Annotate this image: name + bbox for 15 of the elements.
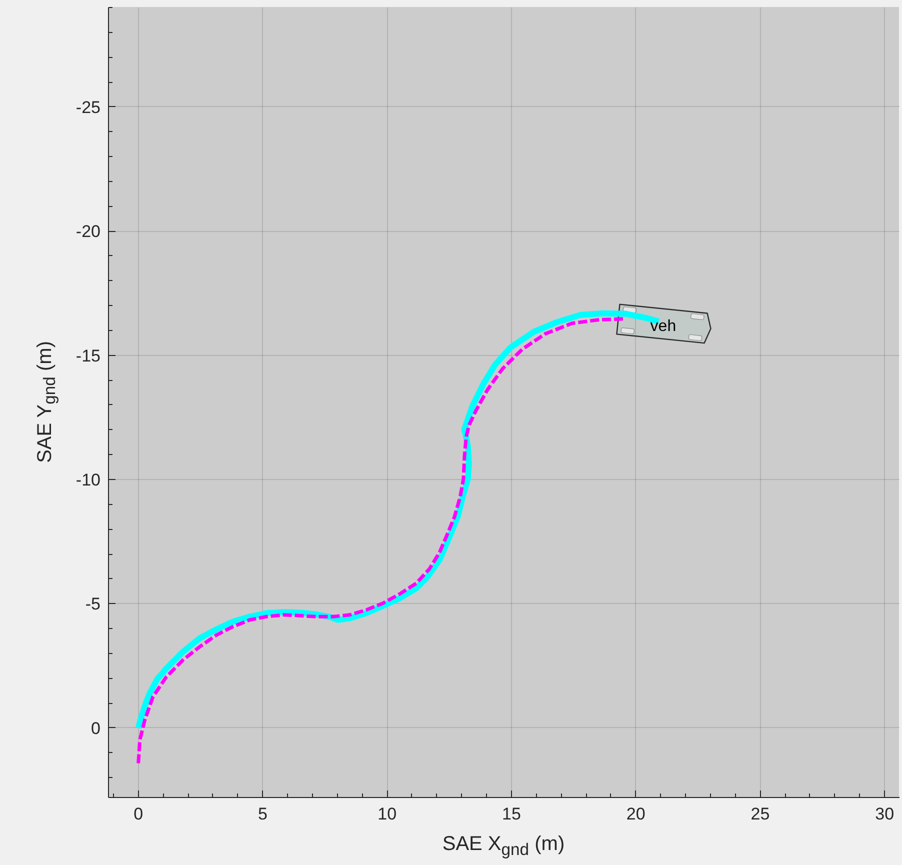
x-tick-label: 0 <box>134 804 144 824</box>
x-tick-label: 5 <box>258 804 268 824</box>
annotation: veh <box>650 318 676 336</box>
y-tick-label: -15 <box>76 346 101 366</box>
x-tick-label: 30 <box>875 804 894 824</box>
y-tick-label: -20 <box>76 222 101 242</box>
x-tick-label: 10 <box>378 804 397 824</box>
y-tick-label: -25 <box>76 98 101 117</box>
x-tick-label: 15 <box>502 804 521 824</box>
y-tick-label: 0 <box>91 718 101 738</box>
y-tick-label: -10 <box>76 470 101 490</box>
y-tick-label: -5 <box>85 594 101 614</box>
x-axis-title: SAE X$_{gnd}$ (m) <box>441 832 566 861</box>
x-tick-label: 25 <box>750 804 770 824</box>
x-tick-label: 20 <box>626 804 646 824</box>
